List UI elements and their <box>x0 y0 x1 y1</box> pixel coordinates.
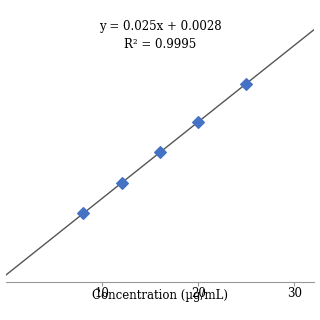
Point <box>157 150 163 155</box>
Text: y = 0.025x + 0.0028
R² = 0.9995: y = 0.025x + 0.0028 R² = 0.9995 <box>99 20 221 51</box>
Point <box>81 211 86 216</box>
Point <box>244 81 249 86</box>
X-axis label: Concentration (µg/mL): Concentration (µg/mL) <box>92 289 228 302</box>
Point <box>119 180 124 186</box>
Point <box>196 119 201 124</box>
